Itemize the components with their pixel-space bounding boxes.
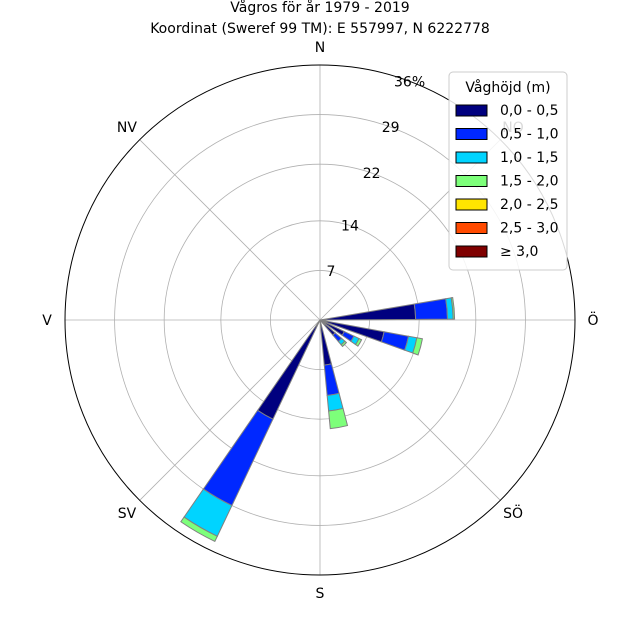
legend-title: Våghöjd (m) [465, 79, 550, 96]
radial-tick-label: 14 [341, 218, 359, 234]
legend-swatch [455, 198, 488, 211]
rose-bar-segment [413, 298, 449, 320]
legend-swatch [455, 151, 488, 164]
direction-label: NV [117, 120, 137, 136]
rose-bar-segment [180, 516, 218, 543]
rose-bar-segment [412, 337, 423, 356]
legend: Våghöjd (m) 0,0 - 0,5 0,5 - 1,0 1,0 - 1,5 1,… [448, 71, 568, 271]
rose-bar-segment [328, 407, 349, 430]
chart-subtitle: Koordinat (Sweref 99 TM): E 557997, N 62… [150, 21, 490, 37]
grid-spoke [139, 319, 321, 501]
direction-label: SV [118, 506, 137, 522]
rose-bars [180, 296, 456, 543]
rose-bar-segment [326, 392, 344, 412]
legend-entry-label: 1,0 - 1,5 [500, 150, 558, 166]
rose-bar-segment [380, 331, 410, 351]
rose-bar-segment [256, 319, 321, 420]
rose-bar-segment [450, 296, 456, 320]
legend-entry-label: 1,5 - 2,0 [500, 174, 558, 190]
legend-swatch [455, 175, 488, 187]
legend-swatch [455, 104, 488, 117]
direction-label: N [315, 40, 325, 56]
legend-entry-label: 0,5 - 1,0 [500, 127, 558, 143]
radial-tick-label: 7 [327, 264, 336, 280]
radial-tick-labels: 7 14 22 29 36% [327, 74, 426, 280]
rose-bar-segment [323, 363, 340, 396]
radial-tick-label: 36% [394, 74, 425, 90]
grid-spoke [139, 139, 321, 321]
legend-box [448, 71, 568, 271]
grid-spoke [319, 319, 501, 501]
chart-title: Vågros för år 1979 - 2019 [230, 0, 409, 16]
outer-frame [64, 64, 576, 576]
rose-bar-segment [354, 337, 363, 347]
direction-label: V [42, 313, 52, 329]
legend-swatch [455, 222, 488, 234]
radial-tick-label: 22 [363, 166, 381, 182]
direction-label: SÖ [503, 504, 523, 522]
radial-tick-label: 29 [382, 120, 400, 136]
rose-bar-segment [202, 409, 274, 507]
polar-grid [65, 65, 575, 575]
legend-entry-label: 0,0 - 0,5 [500, 103, 558, 119]
legend-entry-label: 2,5 - 3,0 [500, 221, 558, 237]
legend-entry-label: ≥ 3,0 [500, 244, 538, 260]
rose-bar-segment [340, 340, 348, 348]
legend-entry-label: 2,0 - 2,5 [500, 197, 558, 213]
direction-label: S [316, 586, 325, 602]
direction-label: Ö [587, 311, 598, 329]
legend-swatch [455, 128, 488, 140]
legend-swatch [455, 245, 488, 258]
